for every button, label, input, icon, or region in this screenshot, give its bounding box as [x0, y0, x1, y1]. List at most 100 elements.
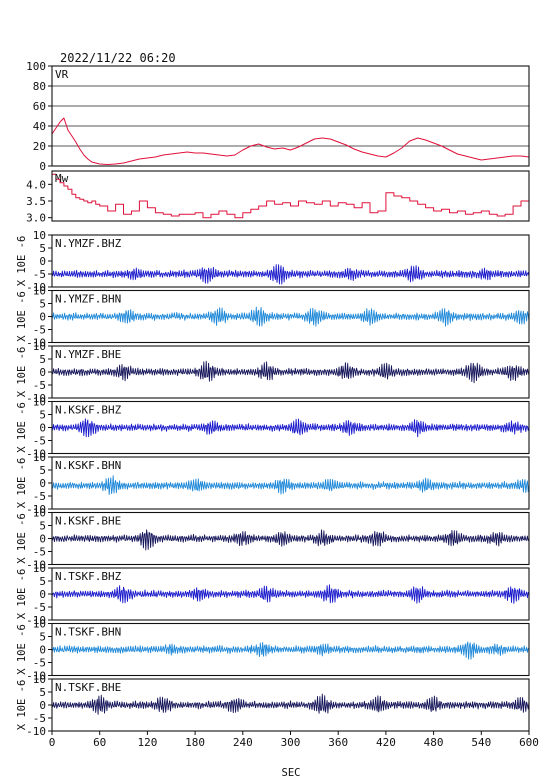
trace-7-ylabel: X 10E -6 [16, 569, 28, 620]
trace-4-ytick-label: 5 [39, 409, 46, 422]
trace-4-station-label: N.KSKF.BHZ [55, 404, 122, 417]
trace-7-ytick-label: 5 [39, 575, 46, 588]
trace-1-panel-frame [51, 234, 530, 288]
x-tick-label: 60 [93, 736, 106, 749]
trace-9-ytick-label: 5 [39, 686, 46, 699]
trace-2-ytick-label: -5 [33, 324, 46, 337]
trace-6-station-label: N.KSKF.BHE [55, 515, 121, 528]
trace-4-waveform [51, 418, 530, 438]
vr-panel-frame [51, 65, 530, 167]
trace-5-waveform [51, 475, 530, 496]
vr-ytick-label: 20 [33, 140, 46, 153]
trace-6-ytick-label: 10 [33, 507, 46, 520]
trace-2-ytick-label: -10 [26, 337, 46, 350]
trace-2-station-label: N.YMZF.BHN [55, 293, 121, 306]
vr-series-line [51, 117, 530, 165]
trace-6-ylabel: X 10E -6 [16, 513, 28, 564]
trace-3-ytick-label: 5 [39, 353, 46, 366]
vr-panel-label: VR [55, 68, 69, 81]
vr-ytick-label: 0 [39, 160, 46, 173]
trace-3-ytick-label: -5 [33, 379, 46, 392]
trace-5-ytick-label: -5 [33, 490, 46, 503]
x-tick-label: 600 [519, 736, 539, 749]
trace-4-ytick-label: 10 [33, 396, 46, 409]
trace-1-ytick-label: -5 [33, 268, 46, 281]
trace-3-ylabel: X 10E -6 [16, 347, 28, 398]
trace-9-ytick-label: 0 [39, 699, 46, 712]
trace-2-ytick-label: 10 [33, 285, 46, 298]
x-tick-label: 420 [376, 736, 396, 749]
x-tick-label: 180 [185, 736, 205, 749]
trace-8-ytick-label: 0 [39, 644, 46, 657]
trace-5-ytick-label: 10 [33, 451, 46, 464]
trace-2-ytick-label: 0 [39, 311, 46, 324]
trace-2-panel-frame [51, 289, 530, 344]
trace-5-ytick-label: 5 [39, 464, 46, 477]
trace-9-ytick-label: -5 [33, 712, 46, 725]
trace-3-ytick-label: -10 [26, 392, 46, 405]
trace-5-ytick-label: 0 [39, 477, 46, 490]
x-tick-label: 0 [49, 736, 56, 749]
trace-7-ytick-label: 10 [33, 562, 46, 575]
trace-5-panel-frame [51, 456, 530, 510]
trace-6-ytick-label: -5 [33, 546, 46, 559]
trace-8-ytick-label: -5 [33, 657, 46, 670]
trace-3-panel-frame [51, 345, 530, 399]
trace-7-ytick-label: -10 [26, 614, 46, 627]
trace-1-station-label: N.YMZF.BHZ [55, 237, 122, 250]
trace-2-waveform [51, 306, 530, 327]
chart-title: 2022/11/22 06:20 [60, 51, 176, 65]
trace-3-station-label: N.YMZF.BHE [55, 348, 121, 361]
trace-9-ylabel: X 10E -6 [16, 680, 28, 731]
trace-7-waveform [51, 584, 530, 604]
trace-7-ytick-label: -5 [33, 601, 46, 614]
trace-1-ylabel: X 10E -6 [16, 236, 28, 287]
vr-ytick-label: 100 [26, 60, 46, 73]
x-tick-label: 360 [328, 736, 348, 749]
trace-3-waveform [51, 360, 530, 384]
trace-4-ylabel: X 10E -6 [16, 402, 28, 453]
trace-8-station-label: N.TSKF.BHN [55, 626, 121, 639]
trace-9-station-label: N.TSKF.BHE [55, 681, 121, 694]
trace-5-ylabel: X 10E -6 [16, 458, 28, 509]
trace-6-ytick-label: 0 [39, 533, 46, 546]
trace-3-ytick-label: 0 [39, 366, 46, 379]
x-tick-label: 480 [424, 736, 444, 749]
trace-1-ytick-label: -10 [26, 281, 46, 294]
trace-4-ytick-label: -10 [26, 448, 46, 461]
trace-9-ytick-label: 10 [33, 673, 46, 686]
x-axis-label: SEC [282, 767, 301, 779]
mw-ytick-label: 4.0 [26, 178, 46, 191]
x-tick-label: 540 [471, 736, 491, 749]
trace-6-ytick-label: 5 [39, 520, 46, 533]
mw-panel-label: Mw [55, 172, 69, 185]
trace-8-waveform [51, 641, 530, 660]
vr-ytick-label: 80 [33, 80, 46, 93]
trace-1-ytick-label: 10 [33, 229, 46, 242]
trace-6-waveform [51, 529, 530, 551]
trace-9-ytick-label: -10 [26, 725, 46, 738]
trace-4-ytick-label: 0 [39, 422, 46, 435]
mw-panel-frame [51, 170, 530, 222]
x-tick-label: 300 [281, 736, 301, 749]
trace-8-panel-frame [51, 622, 530, 677]
trace-4-ytick-label: -5 [33, 435, 46, 448]
trace-8-ylabel: X 10E -6 [16, 624, 28, 675]
trace-6-panel-frame [51, 511, 530, 566]
trace-9-waveform [51, 693, 530, 715]
trace-8-ytick-label: 10 [33, 618, 46, 631]
trace-3-ytick-label: 10 [33, 340, 46, 353]
vr-ytick-label: 60 [33, 100, 46, 113]
trace-7-ytick-label: 0 [39, 588, 46, 601]
trace-2-ytick-label: 5 [39, 298, 46, 311]
trace-1-waveform [51, 264, 530, 285]
trace-7-station-label: N.TSKF.BHZ [55, 570, 122, 583]
trace-8-ytick-label: -10 [26, 670, 46, 683]
x-tick-label: 240 [233, 736, 253, 749]
trace-1-ytick-label: 5 [39, 242, 46, 255]
vr-ytick-label: 40 [33, 120, 46, 133]
mw-ytick-label: 3.0 [26, 212, 46, 225]
trace-8-ytick-label: 5 [39, 631, 46, 644]
